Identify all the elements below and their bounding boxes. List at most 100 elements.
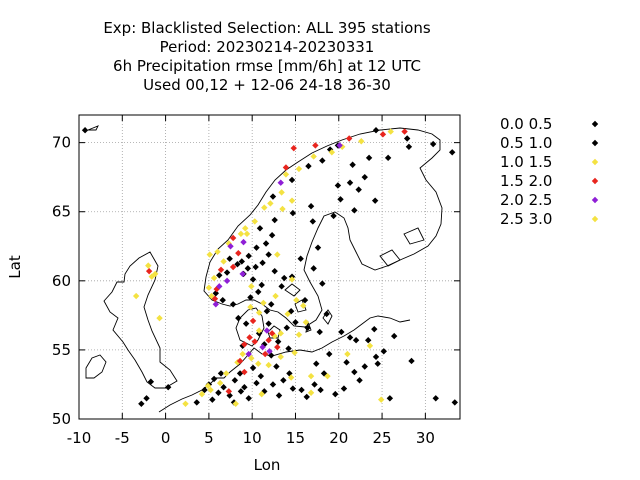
station-marker [266, 348, 273, 355]
legend-marker [591, 120, 599, 128]
station-marker [330, 212, 337, 220]
y-axis-ticks: 50 55 60 65 70 [52, 134, 460, 428]
station-marker [355, 186, 362, 193]
station-marker [214, 248, 221, 255]
station-marker [241, 341, 248, 348]
station-marker [255, 327, 263, 334]
station-marker [273, 363, 280, 370]
station-marker [282, 164, 290, 171]
station-marker [310, 265, 317, 272]
station-marker [313, 360, 320, 367]
station-marker [287, 374, 295, 381]
plot-frame [78, 114, 461, 420]
station-marker [295, 331, 303, 338]
station-marker [280, 377, 287, 384]
station-marker [249, 317, 257, 325]
station-marker [379, 131, 387, 138]
station-markers [81, 127, 459, 407]
station-marker [374, 360, 381, 367]
station-marker [212, 301, 220, 308]
station-marker [365, 337, 372, 344]
legend-label: 2.0 2.5 [500, 191, 552, 209]
station-marker [138, 400, 145, 407]
station-marker [206, 251, 213, 258]
station-marker [210, 375, 218, 383]
y-tick-label: 70 [52, 134, 71, 152]
station-marker [301, 296, 309, 304]
station-marker [303, 393, 310, 401]
station-marker [269, 193, 277, 200]
station-marker [156, 314, 163, 322]
x-tick-label: 15 [286, 429, 305, 447]
station-marker [217, 370, 225, 377]
station-marker [390, 332, 398, 340]
legend-marker [591, 215, 599, 223]
station-marker [309, 218, 316, 225]
station-marker [252, 263, 259, 271]
station-marker [220, 258, 227, 265]
station-marker [274, 251, 281, 258]
station-marker [408, 357, 415, 365]
station-marker [269, 381, 277, 388]
legend-label: 0.5 1.0 [500, 134, 552, 152]
station-marker [387, 128, 394, 135]
station-marker [268, 330, 276, 337]
station-marker [272, 292, 279, 300]
x-tick-label: -10 [67, 429, 92, 447]
x-axis-ticks: -10 -5 0 5 10 15 20 25 30 [67, 115, 435, 447]
station-marker [371, 197, 379, 204]
station-marker [255, 309, 263, 316]
station-marker [239, 350, 246, 358]
station-marker [239, 270, 246, 278]
station-marker [211, 295, 219, 302]
station-marker [304, 324, 311, 331]
station-marker [305, 162, 312, 170]
station-marker [288, 176, 296, 184]
x-tick-label: 0 [161, 429, 171, 447]
station-marker [314, 244, 322, 251]
station-marker [278, 283, 285, 290]
station-marker [81, 127, 89, 134]
legend-marker [591, 158, 599, 166]
y-tick-label: 50 [52, 410, 71, 428]
station-marker [259, 343, 266, 351]
station-marker [277, 330, 284, 337]
station-marker [265, 337, 272, 344]
station-marker [234, 359, 241, 366]
x-tick-label: 25 [373, 429, 392, 447]
station-marker [248, 283, 255, 290]
station-marker [235, 314, 242, 322]
y-tick-label: 65 [52, 203, 71, 221]
station-marker [293, 296, 300, 304]
station-marker [229, 234, 237, 242]
station-marker [147, 378, 155, 385]
station-marker [449, 149, 456, 156]
station-marker [229, 263, 237, 271]
station-marker [241, 368, 248, 376]
station-marker [405, 143, 413, 150]
title-line: Exp: Blacklisted Selection: ALL 395 stat… [103, 19, 431, 37]
station-marker [371, 325, 378, 333]
station-marker [346, 334, 354, 341]
station-marker [277, 353, 284, 361]
station-marker [253, 379, 260, 387]
x-tick-label: -5 [115, 429, 130, 447]
x-tick-label: 5 [204, 429, 214, 447]
station-marker [251, 218, 258, 225]
station-marker [302, 319, 310, 326]
station-marker [356, 377, 363, 384]
station-marker [279, 205, 286, 213]
station-marker [277, 179, 284, 186]
station-marker [265, 320, 272, 327]
station-marker [281, 274, 288, 282]
station-marker [429, 140, 437, 148]
station-marker [366, 342, 374, 349]
station-marker [319, 157, 326, 164]
station-marker [288, 276, 296, 283]
station-marker [237, 388, 245, 395]
station-marker [234, 261, 241, 268]
legend-label: 1.0 1.5 [500, 153, 552, 171]
station-marker [215, 389, 222, 396]
station-marker [216, 379, 224, 387]
